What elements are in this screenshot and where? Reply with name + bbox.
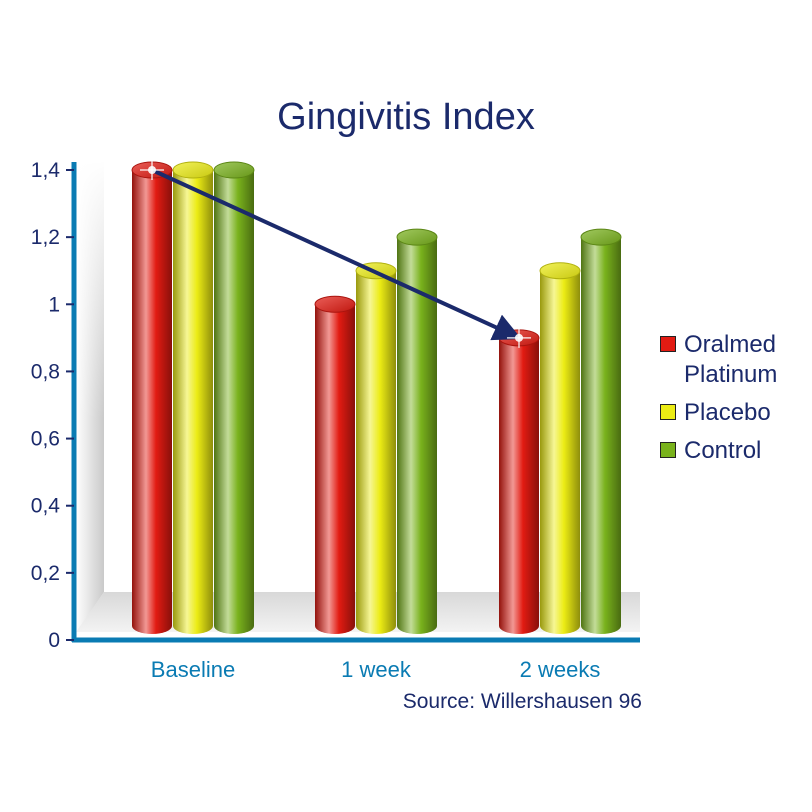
trend-arrow	[151, 168, 522, 341]
bar-cap	[314, 295, 356, 313]
legend: Oralmed Platinum Placebo Control	[660, 330, 812, 474]
bar-body	[173, 170, 213, 634]
bar	[580, 228, 622, 634]
bar-cap	[396, 228, 438, 246]
legend-label-control: Control	[684, 437, 762, 464]
legend-item-control: Control	[660, 436, 812, 466]
legend-label-placebo: Placebo	[684, 399, 771, 426]
bar	[213, 161, 255, 634]
y-tick-label: 1	[48, 293, 60, 316]
sparkle	[507, 327, 531, 348]
y-tick-label: 0,2	[31, 562, 60, 585]
legend-swatch-oralmed	[660, 336, 676, 352]
legend-swatch-placebo	[660, 404, 676, 420]
bar-cap	[580, 228, 622, 246]
chart-axes: 0 0,2 0,4 0,6 0,8 1 1,2 1,4 Baseline 1 week 2 week…	[31, 159, 640, 682]
bar	[172, 161, 214, 634]
bar	[396, 228, 438, 634]
bar-body	[397, 237, 437, 634]
y-tick-label: 1,2	[31, 226, 60, 249]
sparkle	[140, 160, 164, 180]
legend-item-oralmed: Oralmed Platinum	[660, 330, 812, 390]
chart-annotation	[140, 160, 531, 348]
y-tick-label: 0,8	[31, 360, 60, 383]
bar-body	[315, 304, 355, 634]
bar	[131, 161, 173, 634]
bar	[539, 262, 581, 634]
bar-cap	[213, 161, 255, 179]
bar-body	[356, 270, 396, 634]
legend-swatch-control	[660, 442, 676, 458]
x-tick-label: Baseline	[151, 657, 235, 682]
bar-body	[214, 170, 254, 634]
bar	[498, 329, 540, 634]
chart-title: Gingivitis Index	[277, 96, 535, 138]
bar-cap	[172, 161, 214, 179]
y-tick-label: 0,6	[31, 428, 60, 451]
legend-label-oralmed: Oralmed Platinum	[684, 331, 778, 388]
legend-item-placebo: Placebo	[660, 398, 812, 428]
bar-body	[581, 237, 621, 634]
source-note: Source: Willershausen 96	[402, 690, 642, 713]
bar-body	[132, 170, 172, 634]
bar-body	[540, 270, 580, 634]
x-tick-label: 1 week	[341, 657, 412, 682]
x-tick-label: 2 weeks	[520, 657, 601, 682]
chart-bars	[131, 161, 622, 634]
y-tick-label: 1,4	[31, 159, 61, 182]
y-tick-label: 0,4	[31, 495, 61, 518]
bar-body	[499, 337, 539, 634]
y-tick-label: 0	[48, 629, 60, 652]
bar-cap	[539, 262, 581, 280]
bar	[355, 262, 397, 634]
bar	[314, 295, 356, 634]
